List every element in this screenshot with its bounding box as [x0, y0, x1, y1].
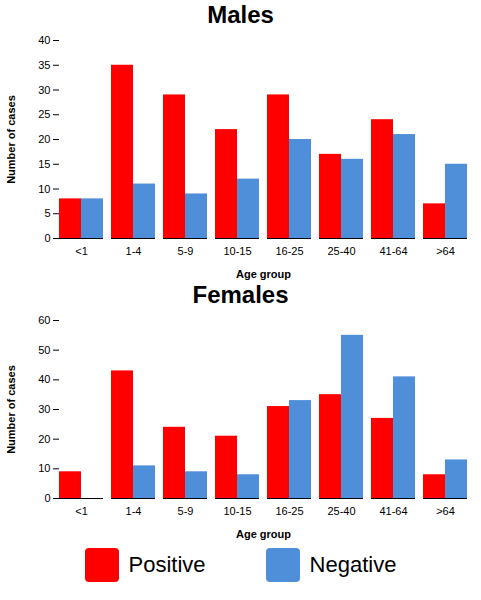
svg-text:41-64: 41-64 — [379, 245, 407, 257]
svg-text:40: 40 — [38, 34, 50, 46]
svg-text:Age group: Age group — [236, 268, 291, 280]
svg-text:>64: >64 — [436, 245, 455, 257]
svg-text:0: 0 — [44, 232, 50, 244]
svg-text:Number of cases: Number of cases — [5, 365, 17, 454]
svg-text:Age group: Age group — [236, 528, 291, 540]
svg-text:25-40: 25-40 — [327, 245, 355, 257]
svg-text:5-9: 5-9 — [178, 245, 194, 257]
svg-text:1-4: 1-4 — [126, 505, 142, 517]
svg-text:0: 0 — [44, 492, 50, 504]
svg-text:50: 50 — [38, 344, 50, 356]
html-text:Negative: Negative — [309, 552, 397, 577]
html-text:Males: Males — [207, 1, 274, 28]
svg-text:15: 15 — [38, 158, 50, 170]
svg-text:10: 10 — [38, 183, 50, 195]
svg-text:16-25: 16-25 — [275, 245, 303, 257]
svg-text:5: 5 — [44, 207, 50, 219]
html-text:Females: Females — [192, 281, 289, 308]
svg-text:10: 10 — [38, 462, 50, 474]
svg-text:30: 30 — [38, 84, 50, 96]
svg-text:16-25: 16-25 — [275, 505, 303, 517]
svg-text:35: 35 — [38, 59, 50, 71]
svg-text:>64: >64 — [436, 505, 455, 517]
html-text:Positive: Positive — [128, 552, 206, 577]
svg-text:20: 20 — [38, 433, 50, 445]
svg-text:40: 40 — [38, 373, 50, 385]
svg-text:25-40: 25-40 — [327, 505, 355, 517]
svg-text:Number of cases: Number of cases — [5, 95, 17, 184]
svg-text:10-15: 10-15 — [223, 245, 251, 257]
svg-text:<1: <1 — [75, 505, 88, 517]
svg-text:30: 30 — [38, 403, 50, 415]
svg-text:1-4: 1-4 — [126, 245, 142, 257]
svg-text:60: 60 — [38, 314, 50, 326]
svg-text:<1: <1 — [75, 245, 88, 257]
svg-text:5-9: 5-9 — [178, 505, 194, 517]
svg-text:41-64: 41-64 — [379, 505, 407, 517]
svg-text:10-15: 10-15 — [223, 505, 251, 517]
svg-text:25: 25 — [38, 108, 50, 120]
svg-text:20: 20 — [38, 133, 50, 145]
